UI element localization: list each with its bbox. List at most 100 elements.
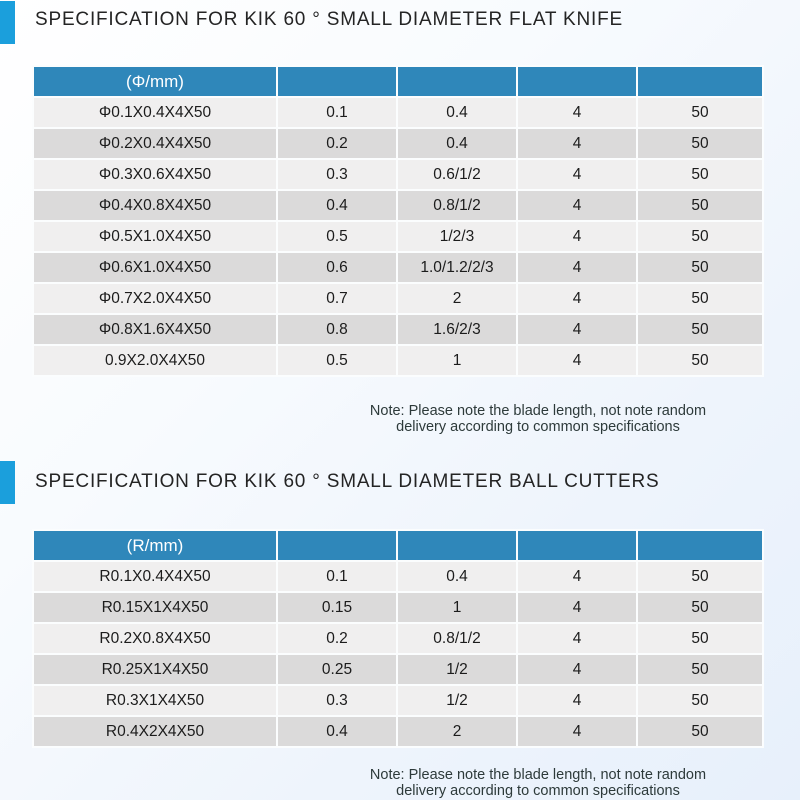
note-line: delivery according to common specificati… (396, 783, 680, 799)
table-header-cell (276, 65, 398, 98)
table-cell: Φ0.6X1.0X4X50 (32, 251, 278, 284)
table-header-cell (396, 65, 518, 98)
table-cell: 0.7 (276, 282, 398, 315)
table-cell: 0.4 (276, 189, 398, 222)
note-line: Note: Please note the blade length, not … (369, 767, 707, 783)
ball-cutter-spec-table: (R/mm) R0.1X0.4X4X50 0.1 0.4 4 50 R0.15X1X4X50… (32, 529, 764, 748)
table-cell: 4 (516, 715, 638, 748)
table-cell: 50 (636, 220, 764, 253)
table-header-cell (636, 529, 764, 562)
table-cell: 0.8 (276, 313, 398, 346)
table-cell: 0.8/1/2 (396, 189, 518, 222)
table-cell: 50 (636, 653, 764, 686)
table-cell: 1 (396, 591, 518, 624)
table-cell: 0.4 (396, 127, 518, 160)
table-cell: R0.3X1X4X50 (32, 684, 278, 717)
table-cell: 0.6 (276, 251, 398, 284)
table-cell: R0.15X1X4X50 (32, 591, 278, 624)
table-cell: 0.8/1/2 (396, 622, 518, 655)
table-row: Φ0.5X1.0X4X50 0.5 1/2/3 4 50 (32, 220, 764, 253)
table-cell: 1.0/1.2/2/3 (396, 251, 518, 284)
note-line: delivery according to common specificati… (396, 419, 680, 435)
table-row: Φ0.8X1.6X4X50 0.8 1.6/2/3 4 50 (32, 313, 764, 346)
table-row: R0.1X0.4X4X50 0.1 0.4 4 50 (32, 560, 764, 593)
table-row: Φ0.3X0.6X4X50 0.3 0.6/1/2 4 50 (32, 158, 764, 191)
table-row: Φ0.2X0.4X4X50 0.2 0.4 4 50 (32, 127, 764, 160)
table-cell: Φ0.7X2.0X4X50 (32, 282, 278, 315)
table-cell: 0.2 (276, 127, 398, 160)
table-cell: 0.6/1/2 (396, 158, 518, 191)
table-cell: 4 (516, 127, 638, 160)
table-cell: 1/2 (396, 653, 518, 686)
table-header-cell: (R/mm) (32, 529, 278, 562)
table-cell: 0.4 (396, 560, 518, 593)
table-cell: Φ0.5X1.0X4X50 (32, 220, 278, 253)
table-cell: 50 (636, 715, 764, 748)
table-row: Φ0.1X0.4X4X50 0.1 0.4 4 50 (32, 96, 764, 129)
ball-cutter-section-title: SPECIFICATION FOR KIK 60 ° SMALL DIAMETE… (35, 471, 660, 492)
table-header-cell (636, 65, 764, 98)
table-cell: 50 (636, 189, 764, 222)
table-cell: 0.15 (276, 591, 398, 624)
ball-cutter-note: Note: Please note the blade length, not … (318, 767, 758, 799)
table-cell: Φ0.8X1.6X4X50 (32, 313, 278, 346)
flat-knife-note: Note: Please note the blade length, not … (318, 403, 758, 435)
table-cell: 50 (636, 158, 764, 191)
table-cell: 50 (636, 127, 764, 160)
table-cell: Φ0.4X0.8X4X50 (32, 189, 278, 222)
table-header-cell (516, 529, 638, 562)
table-cell: 1/2/3 (396, 220, 518, 253)
table-cell: 2 (396, 715, 518, 748)
table-cell: R0.25X1X4X50 (32, 653, 278, 686)
table-cell: 2 (396, 282, 518, 315)
table-cell: Φ0.3X0.6X4X50 (32, 158, 278, 191)
table-header-row: (Φ/mm) (32, 65, 764, 98)
table-header-cell (516, 65, 638, 98)
table-cell: 4 (516, 251, 638, 284)
table-row: 0.9X2.0X4X50 0.5 1 4 50 (32, 344, 764, 377)
table-cell: 4 (516, 560, 638, 593)
table-cell: 0.1 (276, 560, 398, 593)
table-cell: Φ0.2X0.4X4X50 (32, 127, 278, 160)
title-accent-bar (0, 461, 15, 504)
table-cell: R0.2X0.8X4X50 (32, 622, 278, 655)
table-row: R0.25X1X4X50 0.25 1/2 4 50 (32, 653, 764, 686)
table-cell: 1 (396, 344, 518, 377)
table-row: Φ0.7X2.0X4X50 0.7 2 4 50 (32, 282, 764, 315)
table-cell: R0.4X2X4X50 (32, 715, 278, 748)
table-cell: 1/2 (396, 684, 518, 717)
table-cell: 4 (516, 220, 638, 253)
table-cell: 50 (636, 344, 764, 377)
table-cell: 0.5 (276, 344, 398, 377)
table-cell: 4 (516, 653, 638, 686)
table-row: Φ0.6X1.0X4X50 0.6 1.0/1.2/2/3 4 50 (32, 251, 764, 284)
table-cell: R0.1X0.4X4X50 (32, 560, 278, 593)
table-cell: 50 (636, 622, 764, 655)
table-cell: 1.6/2/3 (396, 313, 518, 346)
table-cell: 50 (636, 251, 764, 284)
table-cell: 0.2 (276, 622, 398, 655)
table-header-row: (R/mm) (32, 529, 764, 562)
table-row: R0.15X1X4X50 0.15 1 4 50 (32, 591, 764, 624)
table-cell: 0.4 (276, 715, 398, 748)
table-cell: 0.9X2.0X4X50 (32, 344, 278, 377)
table-cell: 0.3 (276, 684, 398, 717)
table-header-cell: (Φ/mm) (32, 65, 278, 98)
table-cell: 4 (516, 684, 638, 717)
table-row: Φ0.4X0.8X4X50 0.4 0.8/1/2 4 50 (32, 189, 764, 222)
table-cell: 4 (516, 282, 638, 315)
table-row: R0.4X2X4X50 0.4 2 4 50 (32, 715, 764, 748)
table-cell: 50 (636, 96, 764, 129)
table-header-cell (276, 529, 398, 562)
table-cell: 50 (636, 282, 764, 315)
table-cell: 50 (636, 313, 764, 346)
table-cell: 4 (516, 344, 638, 377)
title-accent-bar (0, 1, 15, 44)
note-line: Note: Please note the blade length, not … (369, 403, 707, 419)
table-cell: Φ0.1X0.4X4X50 (32, 96, 278, 129)
table-cell: 50 (636, 591, 764, 624)
table-cell: 0.25 (276, 653, 398, 686)
table-cell: 50 (636, 560, 764, 593)
table-cell: 4 (516, 96, 638, 129)
